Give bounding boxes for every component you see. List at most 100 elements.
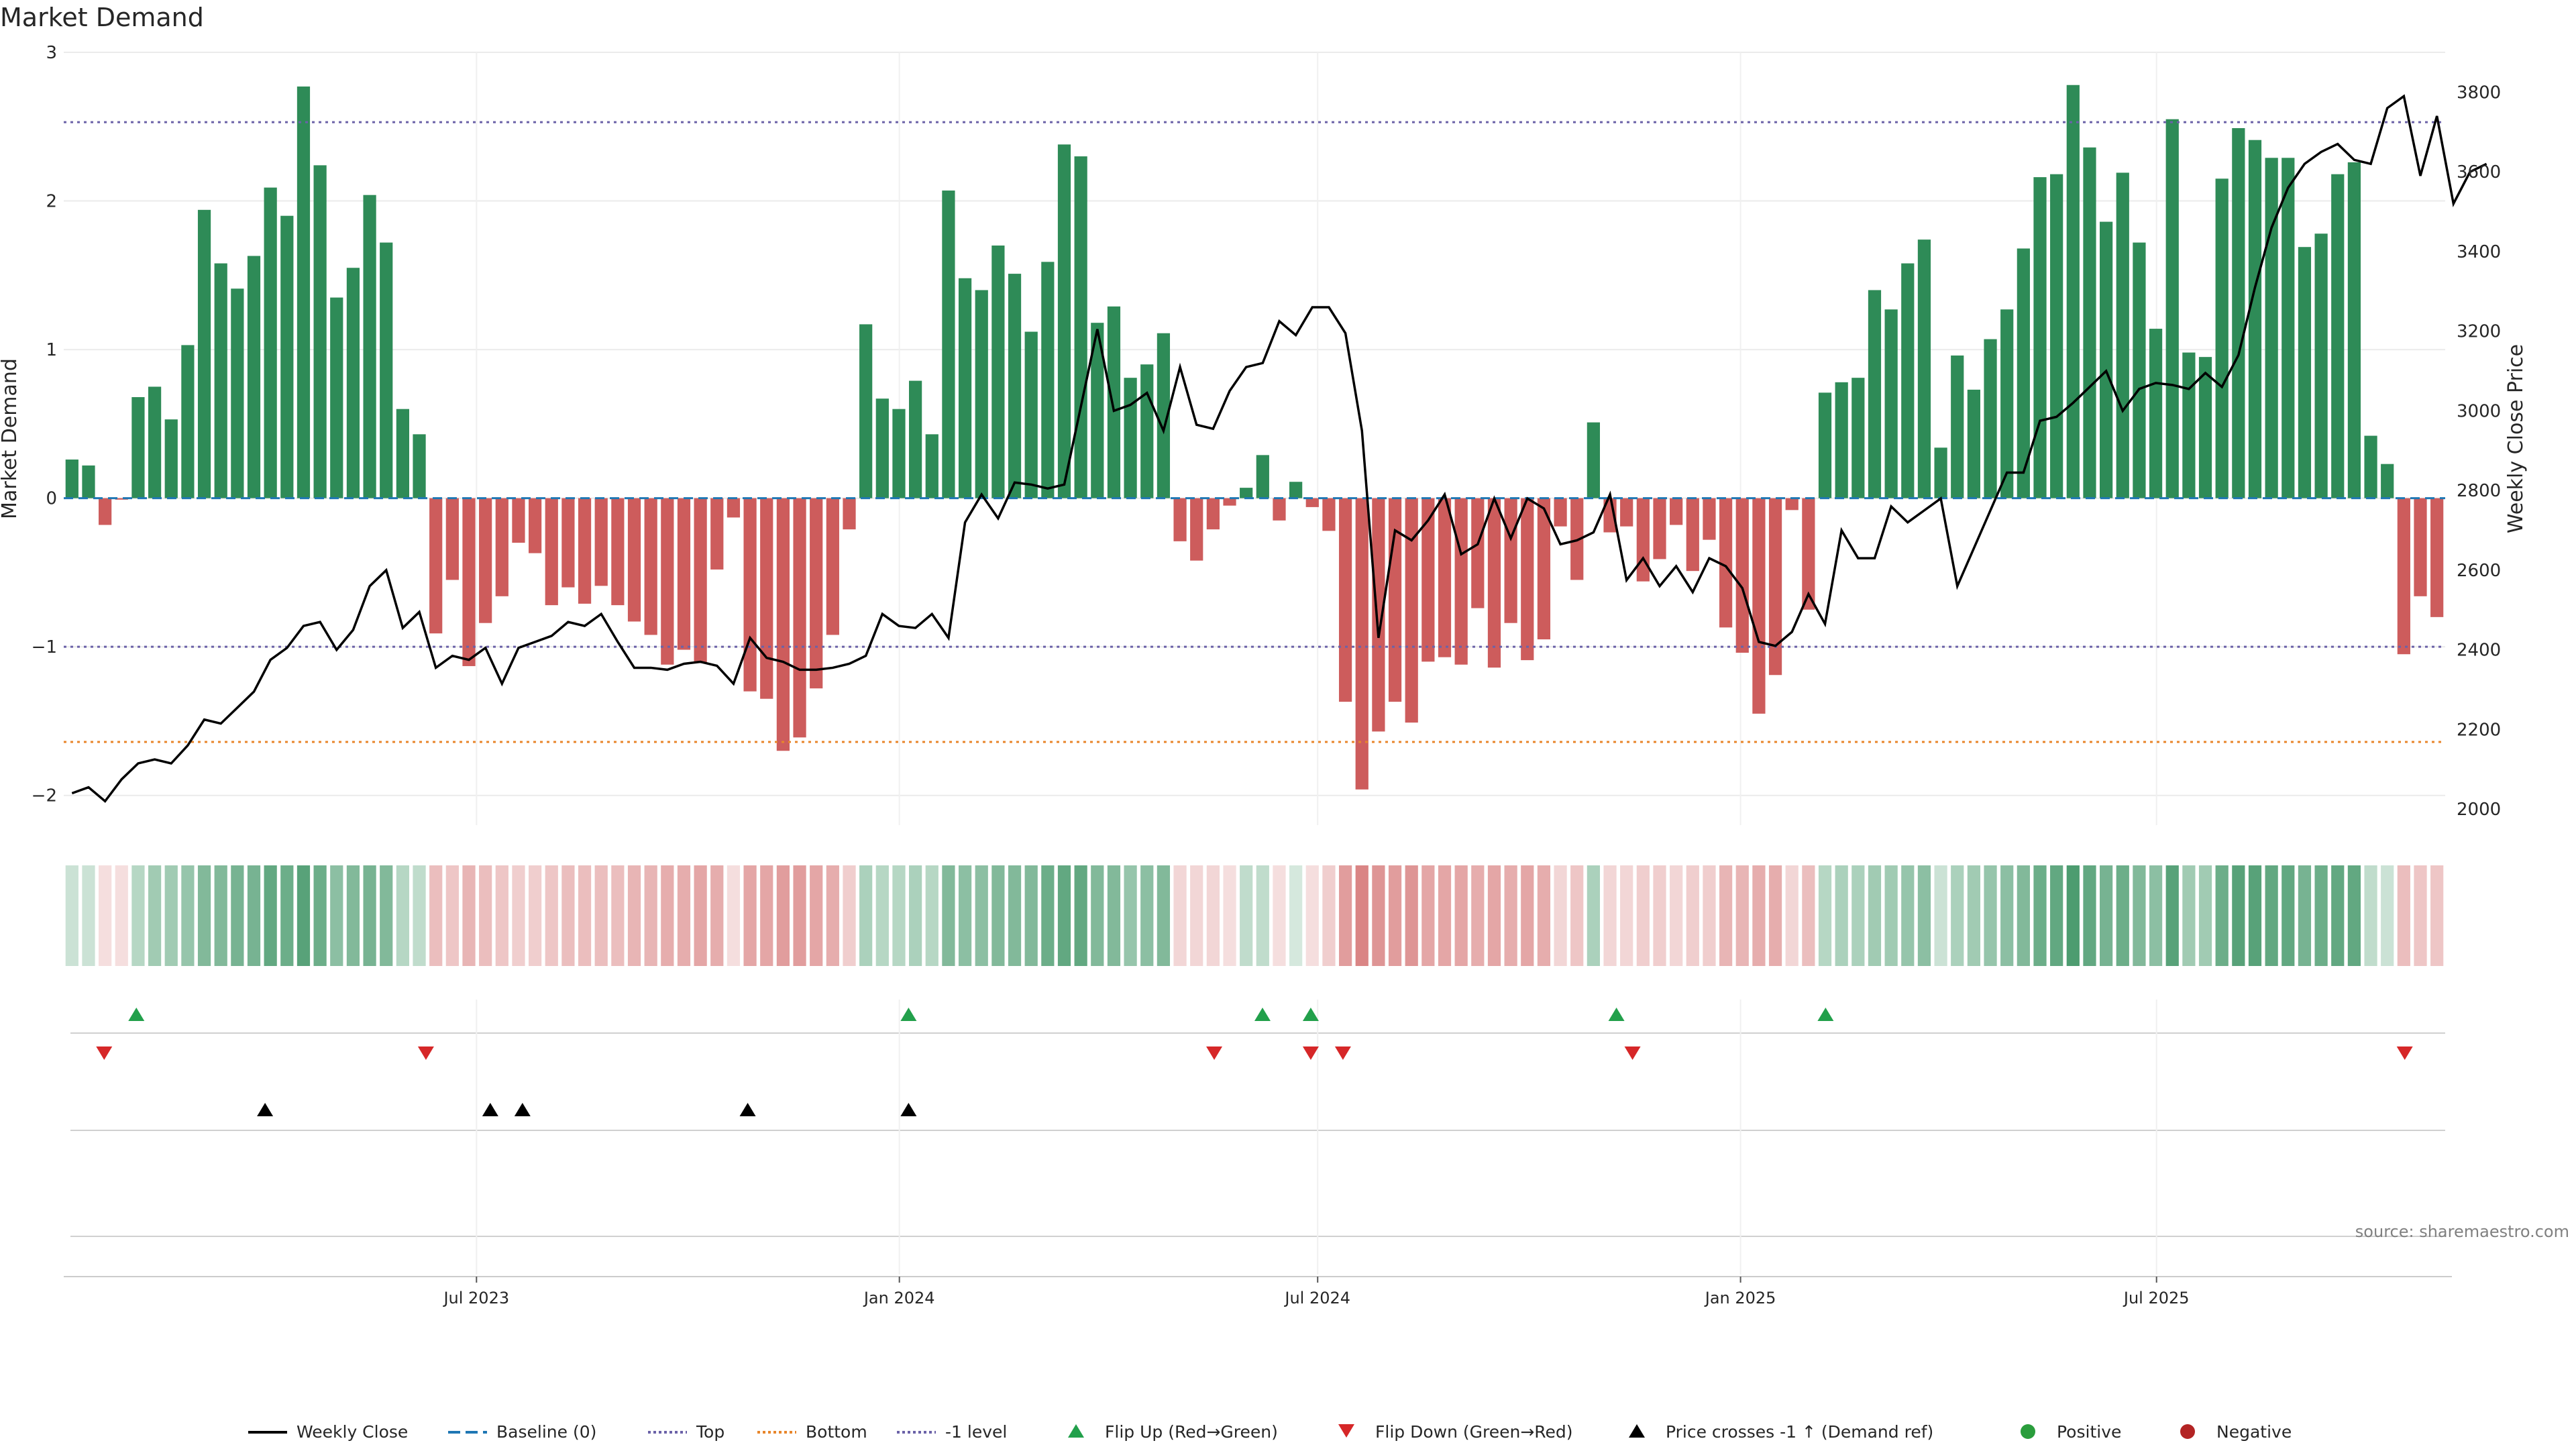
- legend-item: Flip Up (Red→Green): [1068, 1422, 1278, 1442]
- demand-bar: [826, 498, 839, 635]
- y2-tick-label: 2000: [2457, 800, 2501, 820]
- strip-cell: [2414, 865, 2427, 966]
- demand-bar: [197, 209, 211, 498]
- demand-bar: [2430, 498, 2444, 617]
- strip-cell: [1504, 865, 1517, 966]
- source-credit: source: sharemaestro.com: [2355, 1222, 2569, 1241]
- demand-bar: [445, 498, 459, 580]
- demand-bar: [2314, 233, 2328, 498]
- strip-cell: [197, 865, 211, 966]
- strip-cell: [810, 865, 823, 966]
- strip-cell: [528, 865, 542, 966]
- strip-cell: [1653, 865, 1666, 966]
- strip-cell: [181, 865, 195, 966]
- strip-cell: [694, 865, 707, 966]
- y-tick-label: 2: [46, 192, 57, 212]
- strip-cell: [677, 865, 691, 966]
- strip-cell: [445, 865, 459, 966]
- demand-bar: [2116, 172, 2129, 498]
- strip-cell: [495, 865, 508, 966]
- price-cross-marker: [739, 1103, 756, 1116]
- demand-bar: [1124, 378, 1137, 498]
- demand-bar: [561, 498, 575, 588]
- legend-label: Baseline (0): [496, 1422, 596, 1442]
- strip-cell: [909, 865, 922, 966]
- y2-tick-label: 2600: [2457, 561, 2501, 581]
- demand-bar: [727, 498, 741, 518]
- demand-bar: [82, 465, 95, 498]
- demand-bar: [810, 498, 823, 689]
- strip-cell: [875, 865, 889, 966]
- demand-bar: [1057, 144, 1071, 498]
- legend-label: Price crosses -1 ↑ (Demand ref): [1666, 1422, 1933, 1442]
- demand-bar: [1868, 290, 1882, 498]
- legend-label: Bottom: [806, 1422, 867, 1442]
- demand-bar: [991, 246, 1005, 498]
- demand-bar: [2050, 174, 2063, 498]
- strip-cell: [594, 865, 608, 966]
- demand-bar: [462, 498, 476, 666]
- demand-bar: [975, 290, 988, 498]
- demand-bar: [1934, 447, 1947, 498]
- chart-title: Market Demand: [0, 3, 204, 32]
- demand-bar: [2017, 248, 2030, 498]
- demand-bar: [1653, 498, 1666, 559]
- demand-bar: [1041, 262, 1055, 498]
- demand-bar: [843, 498, 856, 530]
- demand-bar: [1140, 364, 1154, 498]
- demand-bar: [264, 187, 277, 498]
- demand-bar: [1289, 482, 1303, 498]
- demand-bar: [710, 498, 724, 570]
- demand-bar: [1620, 498, 1633, 527]
- demand-bar: [1521, 498, 1534, 661]
- strip-cell: [1537, 865, 1551, 966]
- demand-bar: [1768, 498, 1782, 676]
- demand-bar: [2100, 221, 2113, 498]
- demand-bar: [1785, 498, 1799, 511]
- price-cross-marker: [900, 1103, 917, 1116]
- demand-bar: [1686, 498, 1699, 572]
- demand-bar: [495, 498, 508, 596]
- strip-cell: [2397, 865, 2410, 966]
- demand-bar: [1471, 498, 1485, 608]
- demand-bar: [2083, 147, 2096, 498]
- strip-cell: [1471, 865, 1485, 966]
- y-tick-label: 0: [46, 489, 57, 509]
- demand-bar: [694, 498, 707, 663]
- strip-cell: [2198, 865, 2212, 966]
- strip-cell: [264, 865, 277, 966]
- strip-cell: [1008, 865, 1022, 966]
- strip-cell: [1603, 865, 1617, 966]
- strip-cell: [214, 865, 227, 966]
- strip-cell: [661, 865, 674, 966]
- strip-cell: [1868, 865, 1882, 966]
- demand-bar: [1537, 498, 1551, 640]
- demand-bar: [2331, 174, 2345, 498]
- y-tick-label: 1: [46, 340, 57, 360]
- strip-cell: [710, 865, 724, 966]
- demand-bar: [429, 498, 443, 634]
- legend-item: Baseline (0): [448, 1422, 596, 1442]
- demand-bar: [2381, 464, 2394, 498]
- demand-bar: [1157, 333, 1171, 498]
- demand-bar: [1388, 498, 1402, 702]
- demand-bar: [1951, 355, 1964, 498]
- strip-cell: [2248, 865, 2262, 966]
- demand-bar: [297, 86, 311, 498]
- strip-cell: [1206, 865, 1220, 966]
- strip-cell: [313, 865, 327, 966]
- y2-tick-label: 2400: [2457, 641, 2501, 661]
- strip-cell: [2100, 865, 2113, 966]
- flip-up-marker: [1254, 1008, 1271, 1021]
- legend-item: Positive: [2021, 1422, 2121, 1442]
- x-tick-label: Jul 2025: [2123, 1289, 2190, 1307]
- demand-bar: [2298, 247, 2312, 498]
- strip-cell: [2314, 865, 2328, 966]
- strip-cell: [1355, 865, 1368, 966]
- demand-bar: [313, 165, 327, 498]
- strip-cell: [1570, 865, 1584, 966]
- demand-bar: [2347, 162, 2361, 498]
- strip-cell: [1173, 865, 1187, 966]
- strip-cell: [330, 865, 343, 966]
- strip-cell: [1735, 865, 1749, 966]
